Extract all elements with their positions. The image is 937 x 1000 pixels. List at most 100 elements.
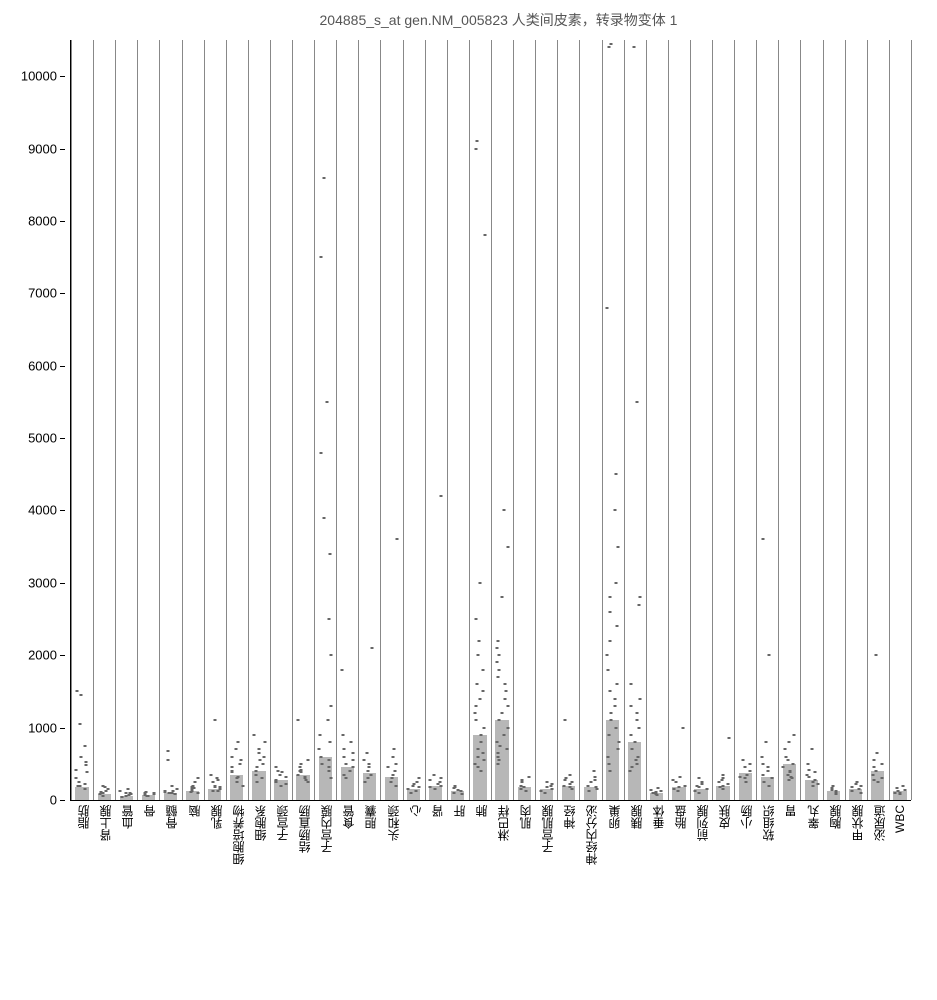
data-point: [789, 776, 792, 778]
data-point: [258, 759, 261, 761]
data-point: [874, 770, 877, 772]
data-point: [877, 781, 880, 783]
y-tick-label: 1000: [28, 720, 57, 735]
data-point: [721, 785, 724, 787]
data-point: [351, 759, 354, 761]
data-point: [299, 771, 302, 773]
data-point: [320, 256, 323, 258]
category-bar: [75, 787, 88, 800]
data-point: [263, 741, 266, 743]
data-point: [678, 786, 681, 788]
data-point: [299, 769, 302, 771]
data-point: [681, 727, 684, 729]
data-point: [614, 582, 617, 584]
chart-title: 204885_s_at gen.NM_005823 人类间皮素，转录物变体 1: [10, 10, 927, 30]
data-point: [524, 790, 527, 792]
data-point: [506, 546, 509, 548]
x-tick-label: 神经内分泌: [583, 805, 600, 865]
data-point: [498, 745, 501, 747]
data-point: [497, 756, 500, 758]
data-point: [77, 781, 80, 783]
x-tick-label: 甲状腺: [849, 805, 866, 841]
data-point: [432, 774, 435, 776]
data-point: [480, 741, 483, 743]
data-point: [120, 796, 123, 798]
data-point: [698, 777, 701, 779]
data-point: [638, 727, 641, 729]
x-tick-label: 淋巴样: [495, 805, 512, 841]
data-point: [496, 647, 499, 649]
data-point: [327, 618, 330, 620]
x-tick-label: 子宫肌腺: [539, 805, 556, 853]
data-point: [607, 46, 610, 48]
category-divider: [646, 40, 647, 800]
data-point: [252, 734, 255, 736]
data-point: [174, 793, 177, 795]
data-point: [197, 792, 200, 794]
data-point: [75, 777, 78, 779]
data-point: [343, 774, 346, 776]
data-point: [478, 582, 481, 584]
data-point: [628, 770, 631, 772]
y-tick-mark: [60, 293, 65, 294]
data-point: [738, 776, 741, 778]
data-point: [84, 745, 87, 747]
data-point: [238, 763, 241, 765]
data-point: [608, 734, 611, 736]
data-point: [351, 752, 354, 754]
data-point: [440, 495, 443, 497]
data-point: [635, 719, 638, 721]
data-point: [609, 770, 612, 772]
data-point: [363, 781, 366, 783]
category-divider: [115, 40, 116, 800]
data-point: [478, 698, 481, 700]
data-point: [329, 553, 332, 555]
x-tick-label: 细胞培养物: [230, 805, 247, 865]
category-divider: [823, 40, 824, 800]
data-point: [609, 596, 612, 598]
data-point: [904, 789, 907, 791]
x-tick-label: 食管: [340, 805, 357, 829]
data-point: [234, 748, 237, 750]
data-point: [218, 786, 221, 788]
data-point: [474, 705, 477, 707]
data-point: [191, 785, 194, 787]
data-point: [194, 781, 197, 783]
data-point: [588, 790, 591, 792]
data-point: [327, 766, 330, 768]
category-bar: [473, 735, 486, 800]
y-tick-label: 4000: [28, 503, 57, 518]
data-point: [433, 788, 436, 790]
data-point: [816, 783, 819, 785]
category-divider: [579, 40, 580, 800]
data-point: [170, 785, 173, 787]
data-point: [564, 719, 567, 721]
x-tick-label: 肺: [473, 805, 490, 817]
data-point: [342, 734, 345, 736]
data-point: [607, 763, 610, 765]
data-point: [102, 785, 105, 787]
data-point: [638, 698, 641, 700]
data-point: [306, 759, 309, 761]
data-point: [496, 640, 499, 642]
data-point: [296, 719, 299, 721]
category-divider: [712, 40, 713, 800]
data-point: [216, 779, 219, 781]
data-point: [563, 779, 566, 781]
data-point: [764, 741, 767, 743]
data-point: [807, 769, 810, 771]
data-point: [782, 766, 785, 768]
data-point: [275, 766, 278, 768]
data-point: [258, 752, 261, 754]
data-point: [105, 790, 108, 792]
category-divider: [447, 40, 448, 800]
category-divider: [602, 40, 603, 800]
data-point: [595, 788, 598, 790]
category-divider: [336, 40, 337, 800]
category-bar: [606, 720, 619, 800]
data-point: [85, 764, 88, 766]
data-point: [545, 786, 548, 788]
data-point: [613, 705, 616, 707]
data-point: [235, 781, 238, 783]
data-point: [874, 654, 877, 656]
